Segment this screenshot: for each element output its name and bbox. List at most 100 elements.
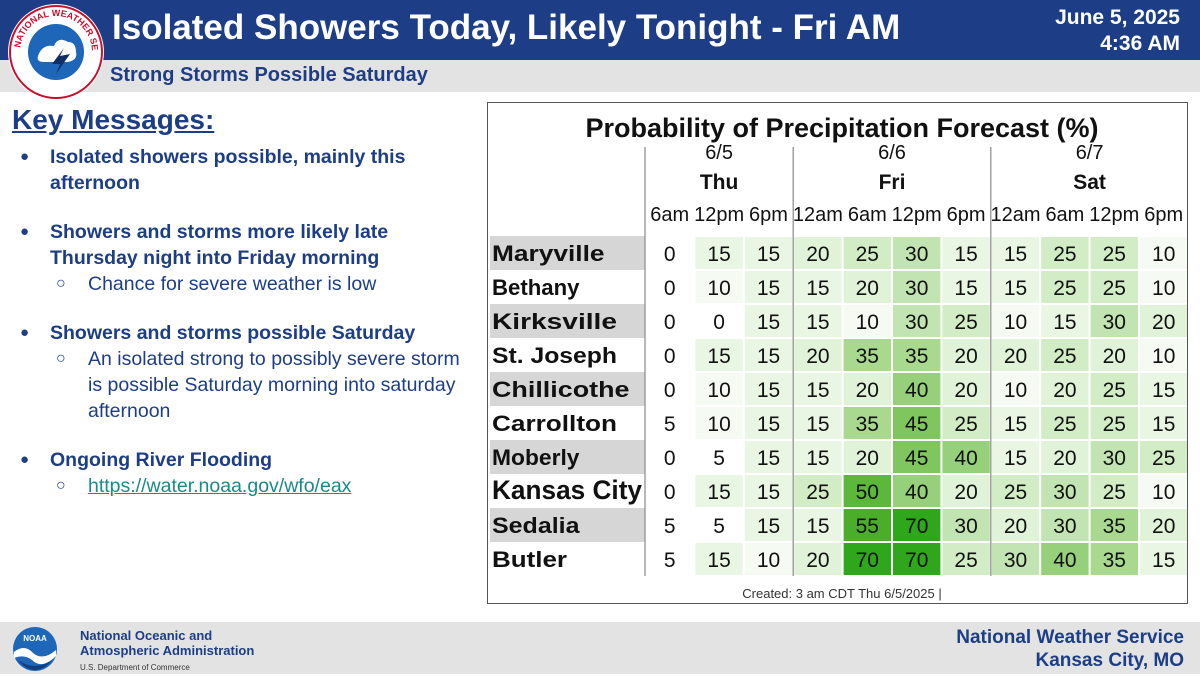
time-label: 12pm	[694, 204, 744, 226]
pop-cell	[1041, 509, 1089, 541]
pop-cell	[1041, 305, 1089, 337]
pop-value: 10	[707, 277, 730, 300]
noaa-logo: NOAA	[12, 626, 58, 672]
pop-value: 30	[1004, 549, 1027, 572]
pop-value: 10	[1004, 311, 1027, 334]
time-label: 6pm	[1144, 204, 1183, 226]
pop-value: 35	[905, 345, 928, 368]
pop-cell	[942, 475, 990, 507]
pop-value: 35	[856, 413, 879, 436]
pop-value: 25	[1152, 447, 1175, 470]
day-date: 6/7	[1076, 142, 1104, 164]
pop-cell	[744, 407, 793, 439]
time-label: 6am	[650, 204, 689, 226]
pop-value: 25	[1103, 481, 1126, 504]
pop-cell	[646, 407, 694, 439]
pop-cell	[1090, 237, 1138, 269]
pop-value: 15	[806, 447, 829, 470]
pop-value: 30	[905, 311, 928, 334]
pop-cell	[1090, 271, 1138, 303]
day-date: 6/6	[878, 142, 906, 164]
pop-value: 15	[1152, 549, 1175, 572]
pop-value: 0	[664, 277, 676, 300]
pop-cell	[1140, 441, 1188, 473]
key-message: Showers and storms more likely late Thur…	[12, 219, 472, 297]
pop-value: 15	[1053, 311, 1076, 334]
pop-value: 30	[954, 515, 977, 538]
pop-value: 70	[856, 549, 879, 572]
nws-logo: NATIONAL WEATHER SERVICE	[8, 4, 104, 100]
pop-cell	[695, 339, 743, 371]
pop-value: 5	[713, 515, 725, 538]
pop-cell	[1140, 237, 1188, 269]
pop-value: 15	[707, 243, 730, 266]
pop-cell	[1140, 305, 1188, 337]
pop-cell	[1090, 509, 1138, 541]
pop-value: 0	[713, 311, 725, 334]
pop-cell	[991, 475, 1040, 507]
pop-cell	[991, 509, 1040, 541]
pop-value: 20	[1004, 515, 1027, 538]
pop-value: 15	[1004, 277, 1027, 300]
pop-value: 25	[1103, 243, 1126, 266]
pop-cell	[695, 271, 743, 303]
pop-cell	[893, 373, 941, 405]
pop-cell	[1041, 475, 1089, 507]
time-label: 12pm	[1089, 204, 1139, 226]
pop-value: 15	[707, 345, 730, 368]
pop-cell	[744, 441, 793, 473]
pop-cell	[893, 237, 941, 269]
pop-value: 20	[1103, 345, 1126, 368]
pop-value: 20	[806, 549, 829, 572]
pop-cell	[646, 441, 694, 473]
pop-value: 50	[856, 481, 879, 504]
pop-value: 0	[664, 481, 676, 504]
pop-value: 10	[1004, 379, 1027, 402]
pop-value: 20	[856, 277, 879, 300]
pop-cell	[744, 509, 793, 541]
pop-value: 0	[664, 243, 676, 266]
key-message: Showers and storms possible Saturday An …	[12, 320, 472, 424]
pop-cell	[646, 373, 694, 405]
pop-cell	[1041, 543, 1089, 575]
pop-cell	[646, 271, 694, 303]
pop-value: 70	[905, 515, 928, 538]
pop-cell	[1090, 407, 1138, 439]
pop-value: 25	[1004, 481, 1027, 504]
pop-value: 20	[806, 243, 829, 266]
pop-value: 20	[856, 447, 879, 470]
pop-value: 25	[856, 243, 879, 266]
location-name: Butler	[492, 547, 568, 572]
noaa-line1: National Oceanic and	[80, 628, 213, 643]
day-name: Sat	[1073, 171, 1106, 194]
row-name-band	[490, 542, 645, 576]
pop-cell	[646, 509, 694, 541]
pop-value: 40	[1053, 549, 1076, 572]
pop-value: 20	[1004, 345, 1027, 368]
pop-cell	[1090, 543, 1138, 575]
pop-value: 30	[1103, 311, 1126, 334]
pop-cell	[1090, 305, 1138, 337]
pop-cell	[991, 305, 1040, 337]
pop-cell	[744, 543, 793, 575]
pop-value: 15	[806, 413, 829, 436]
noaa-line2: Atmospheric Administration	[80, 643, 255, 658]
time-label: 12am	[793, 204, 843, 226]
pop-cell	[991, 373, 1040, 405]
pop-value: 5	[664, 515, 676, 538]
pop-value: 15	[757, 447, 780, 470]
pop-cell	[843, 373, 891, 405]
location-name: Kansas City	[492, 475, 642, 505]
pop-cell	[794, 475, 842, 507]
page-subtitle: Strong Storms Possible Saturday	[110, 64, 428, 86]
pop-value: 10	[1152, 481, 1175, 504]
pop-value: 20	[954, 481, 977, 504]
river-flooding-link[interactable]: https://water.noaa.gov/wfo/eax	[88, 475, 352, 497]
pop-cell	[1140, 373, 1188, 405]
pop-cell	[893, 339, 941, 371]
issue-time: 4:36 AM	[1100, 32, 1180, 55]
pop-cell	[1041, 407, 1089, 439]
day-name: Fri	[879, 171, 906, 194]
nws-line1: National Weather Service	[956, 627, 1184, 648]
nws-office: National Weather Service Kansas City, MO	[956, 626, 1184, 672]
